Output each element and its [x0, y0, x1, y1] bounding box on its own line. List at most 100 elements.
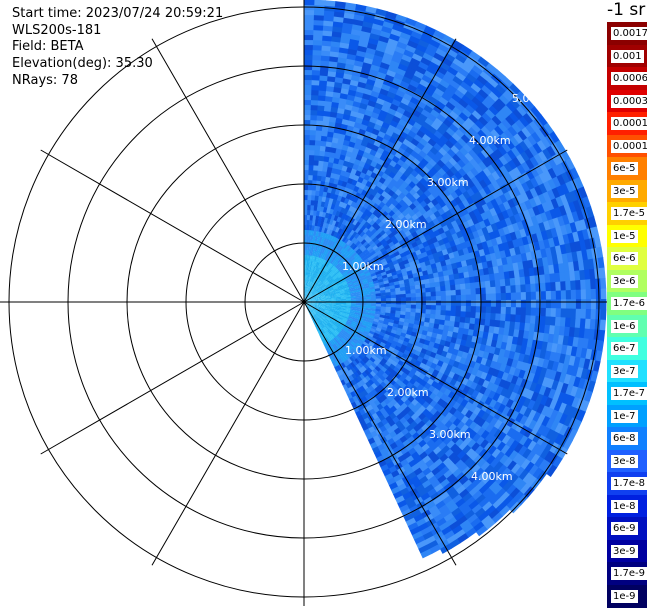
- data-gate: [304, 195, 308, 201]
- data-gate: [536, 291, 542, 300]
- data-gate: [486, 294, 492, 301]
- data-gate: [312, 75, 321, 81]
- data-gate: [435, 310, 441, 315]
- data-gate: [304, 100, 312, 106]
- data-gate: [461, 289, 467, 295]
- data-gate: [309, 140, 315, 146]
- data-gate: [386, 298, 392, 301]
- data-gate: [516, 300, 522, 308]
- data-gate: [556, 308, 562, 318]
- colorbar-label: 3e-5: [611, 185, 638, 198]
- colorbar-label: 1e-7: [611, 410, 638, 423]
- data-gate: [304, 190, 308, 196]
- data-gate: [446, 305, 452, 311]
- data-gate: [304, 65, 313, 71]
- data-gate: [351, 300, 357, 302]
- data-gate: [376, 296, 382, 299]
- data-gate: [396, 294, 402, 298]
- data-gate: [304, 120, 311, 126]
- data-gate: [461, 295, 467, 301]
- data-gate: [304, 160, 309, 166]
- data-gate: [491, 307, 497, 314]
- colorbar-label: 0.0006: [611, 72, 647, 85]
- data-gate: [401, 294, 407, 298]
- data-gate: [341, 300, 347, 302]
- data-gate: [431, 296, 437, 301]
- data-gate: [386, 295, 392, 298]
- data-gate: [485, 287, 491, 294]
- range-label: 3.00km: [429, 428, 471, 441]
- data-gate: [436, 305, 442, 310]
- data-gate: [536, 300, 542, 309]
- data-gate: [304, 60, 313, 66]
- data-gate: [586, 299, 592, 310]
- data-gate: [581, 299, 587, 310]
- data-gate: [440, 310, 446, 316]
- data-gate: [431, 301, 437, 306]
- data-gate: [411, 293, 417, 297]
- colorbar-label: 3e-6: [611, 275, 638, 288]
- data-gate: [456, 300, 462, 306]
- data-gate: [304, 115, 311, 121]
- data-gate: [304, 25, 314, 31]
- colorbar: 0.00170.0010.00060.00030.000170.00016e-5…: [607, 22, 647, 607]
- data-gate: [601, 288, 607, 299]
- data-gate: [480, 288, 486, 295]
- data-gate: [304, 0, 315, 5]
- range-label: 2.00km: [387, 386, 429, 399]
- data-gate: [406, 305, 412, 309]
- data-gate: [426, 296, 432, 301]
- data-gate: [551, 291, 557, 300]
- data-gate: [308, 195, 312, 201]
- data-gate: [304, 35, 314, 41]
- data-gate: [308, 190, 312, 196]
- data-gate: [491, 293, 497, 300]
- data-gate: [396, 304, 402, 308]
- data-gate: [356, 299, 362, 301]
- data-gate: [571, 290, 577, 300]
- data-gate: [311, 95, 319, 101]
- data-gate: [506, 307, 512, 315]
- data-gate: [441, 305, 447, 310]
- data-gate: [416, 305, 422, 310]
- data-gate: [561, 308, 567, 318]
- colorbar-label: 0.00017: [611, 117, 647, 130]
- data-gate: [531, 308, 537, 317]
- data-gate: [456, 290, 462, 296]
- data-gate: [411, 297, 417, 301]
- data-gate: [304, 70, 313, 76]
- data-gate: [310, 130, 317, 136]
- data-gate: [565, 308, 571, 318]
- data-gate: [496, 300, 502, 307]
- data-gate: [411, 301, 417, 305]
- range-label: 5.0: [512, 92, 530, 105]
- data-gate: [586, 289, 592, 300]
- colorbar-label: 6e-8: [611, 432, 638, 445]
- data-gate: [304, 40, 314, 46]
- range-label: 4.00km: [471, 470, 513, 483]
- data-gate: [601, 299, 607, 310]
- data-gate: [366, 299, 372, 302]
- data-gate: [471, 300, 477, 306]
- data-gate: [481, 294, 487, 301]
- data-gate: [455, 311, 461, 317]
- data-gate: [304, 75, 312, 81]
- data-gate: [415, 289, 421, 294]
- data-gate: [406, 293, 412, 297]
- data-gate: [561, 299, 567, 309]
- data-gate: [531, 300, 537, 309]
- data-gate: [521, 307, 527, 315]
- data-gate: [381, 298, 387, 301]
- data-gate: [521, 292, 527, 300]
- data-gate: [361, 299, 367, 301]
- colorbar-label: 6e-5: [611, 162, 638, 175]
- nrays: NRays: 78: [12, 73, 78, 88]
- data-gate: [466, 306, 472, 312]
- data-gate: [490, 287, 496, 294]
- data-gate: [304, 10, 315, 16]
- colorbar-label: 6e-7: [611, 342, 638, 355]
- data-gate: [304, 80, 312, 86]
- field: Field: BETA: [12, 39, 83, 54]
- data-gate: [311, 85, 319, 91]
- data-gate: [445, 310, 451, 316]
